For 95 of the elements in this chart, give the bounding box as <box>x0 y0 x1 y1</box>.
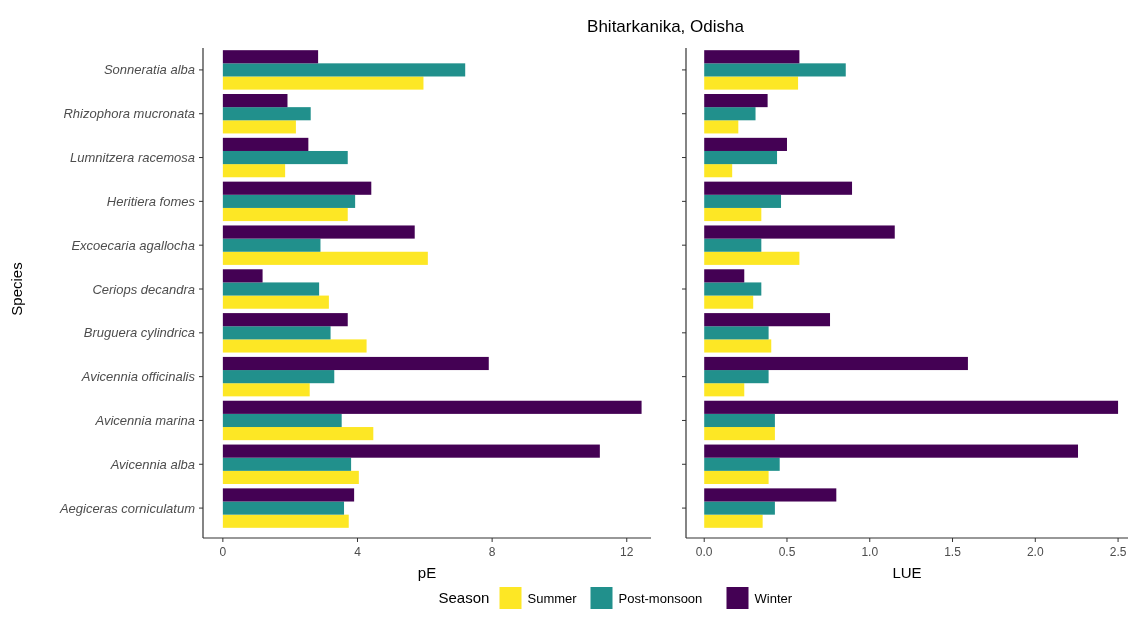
bar <box>704 181 853 195</box>
bar <box>704 76 799 90</box>
chart-title: Bhitarkanika, Odisha <box>587 17 745 36</box>
x-tick-label: 1.0 <box>861 545 879 559</box>
bar <box>222 150 348 165</box>
bar <box>222 207 348 222</box>
bar <box>704 339 772 353</box>
bar <box>704 137 787 151</box>
legend-label: Post-monsoon <box>618 590 703 606</box>
bar <box>222 339 367 353</box>
x-axis-title: pE <box>417 564 437 581</box>
x-tick-label: 8 <box>488 545 496 559</box>
bar <box>704 413 775 428</box>
y-tick-label: Avicennia officinalis <box>80 369 196 385</box>
bar <box>222 164 286 178</box>
y-tick-label: Bruguera cylindrica <box>83 325 195 341</box>
bar <box>222 107 311 121</box>
bar <box>704 295 754 309</box>
bar <box>704 326 769 340</box>
bar <box>704 50 800 64</box>
bar <box>704 444 1079 458</box>
bar <box>704 94 768 108</box>
bar <box>222 63 466 77</box>
bar <box>222 413 342 428</box>
bar <box>222 514 349 528</box>
bar <box>704 120 739 134</box>
bar <box>222 120 296 134</box>
x-tick-label: 2.5 <box>1109 545 1127 559</box>
bar <box>222 326 331 340</box>
bar <box>704 313 831 327</box>
x-tick-label: 12 <box>620 545 634 559</box>
bar <box>704 470 769 484</box>
bar <box>704 238 762 252</box>
bar <box>704 356 968 371</box>
bar <box>222 269 263 283</box>
x-tick-label: 4 <box>354 545 362 559</box>
x-tick-label: 0 <box>219 545 227 559</box>
bar <box>704 370 769 384</box>
bar <box>222 370 335 384</box>
bar <box>222 76 424 90</box>
bar <box>704 383 745 397</box>
bar <box>704 225 895 239</box>
bar <box>704 207 762 222</box>
legend-title: Season <box>438 589 490 607</box>
y-tick-label: Aegiceras corniculatum <box>58 500 196 516</box>
bar <box>704 282 762 296</box>
bar <box>704 457 780 471</box>
y-tick-label: Rhizophora mucronata <box>63 106 195 122</box>
bar <box>222 444 600 458</box>
y-axis-title: Species <box>8 262 25 316</box>
bar <box>222 238 321 252</box>
y-tick-label: Lumnitzera racemosa <box>70 150 195 166</box>
legend-label: Summer <box>527 590 578 606</box>
y-tick-label: Ceriops decandra <box>92 281 195 297</box>
bar <box>222 251 428 265</box>
y-tick-label: Avicennia marina <box>94 413 195 428</box>
bar <box>222 295 329 309</box>
bar <box>704 427 775 441</box>
bar <box>704 488 837 502</box>
bar <box>222 313 348 327</box>
bar <box>222 137 309 151</box>
bar <box>704 251 800 265</box>
bar <box>222 225 415 239</box>
bar <box>222 488 355 502</box>
bar <box>222 427 374 441</box>
bar <box>222 400 642 414</box>
bar <box>222 356 489 371</box>
bar <box>704 194 782 208</box>
bar <box>222 383 310 397</box>
bar <box>704 400 1119 414</box>
y-tick-label: Heritiera fomes <box>106 193 196 209</box>
bar <box>704 107 756 121</box>
x-tick-label: 2.0 <box>1026 545 1044 559</box>
bar <box>222 282 320 296</box>
x-tick-label: 1.5 <box>944 545 962 559</box>
bar <box>704 514 763 528</box>
bar <box>704 269 745 283</box>
bar <box>222 181 372 195</box>
x-axis-title: LUE <box>892 564 922 581</box>
bar <box>222 194 356 208</box>
y-tick-label: Excoecaria agallocha <box>71 237 195 253</box>
bar <box>222 94 288 108</box>
bar <box>704 501 775 515</box>
bar <box>222 50 319 64</box>
legend-label: Winter <box>754 590 793 606</box>
bar <box>704 63 846 77</box>
bar <box>704 164 733 178</box>
y-tick-label: Avicennia alba <box>109 456 195 472</box>
bar <box>704 150 778 165</box>
bar <box>222 470 359 484</box>
x-tick-label: 0.5 <box>778 545 796 559</box>
y-tick-label: Sonneratia alba <box>103 62 195 78</box>
bar <box>222 501 345 515</box>
x-tick-label: 0.0 <box>695 545 713 559</box>
bar <box>222 457 352 471</box>
